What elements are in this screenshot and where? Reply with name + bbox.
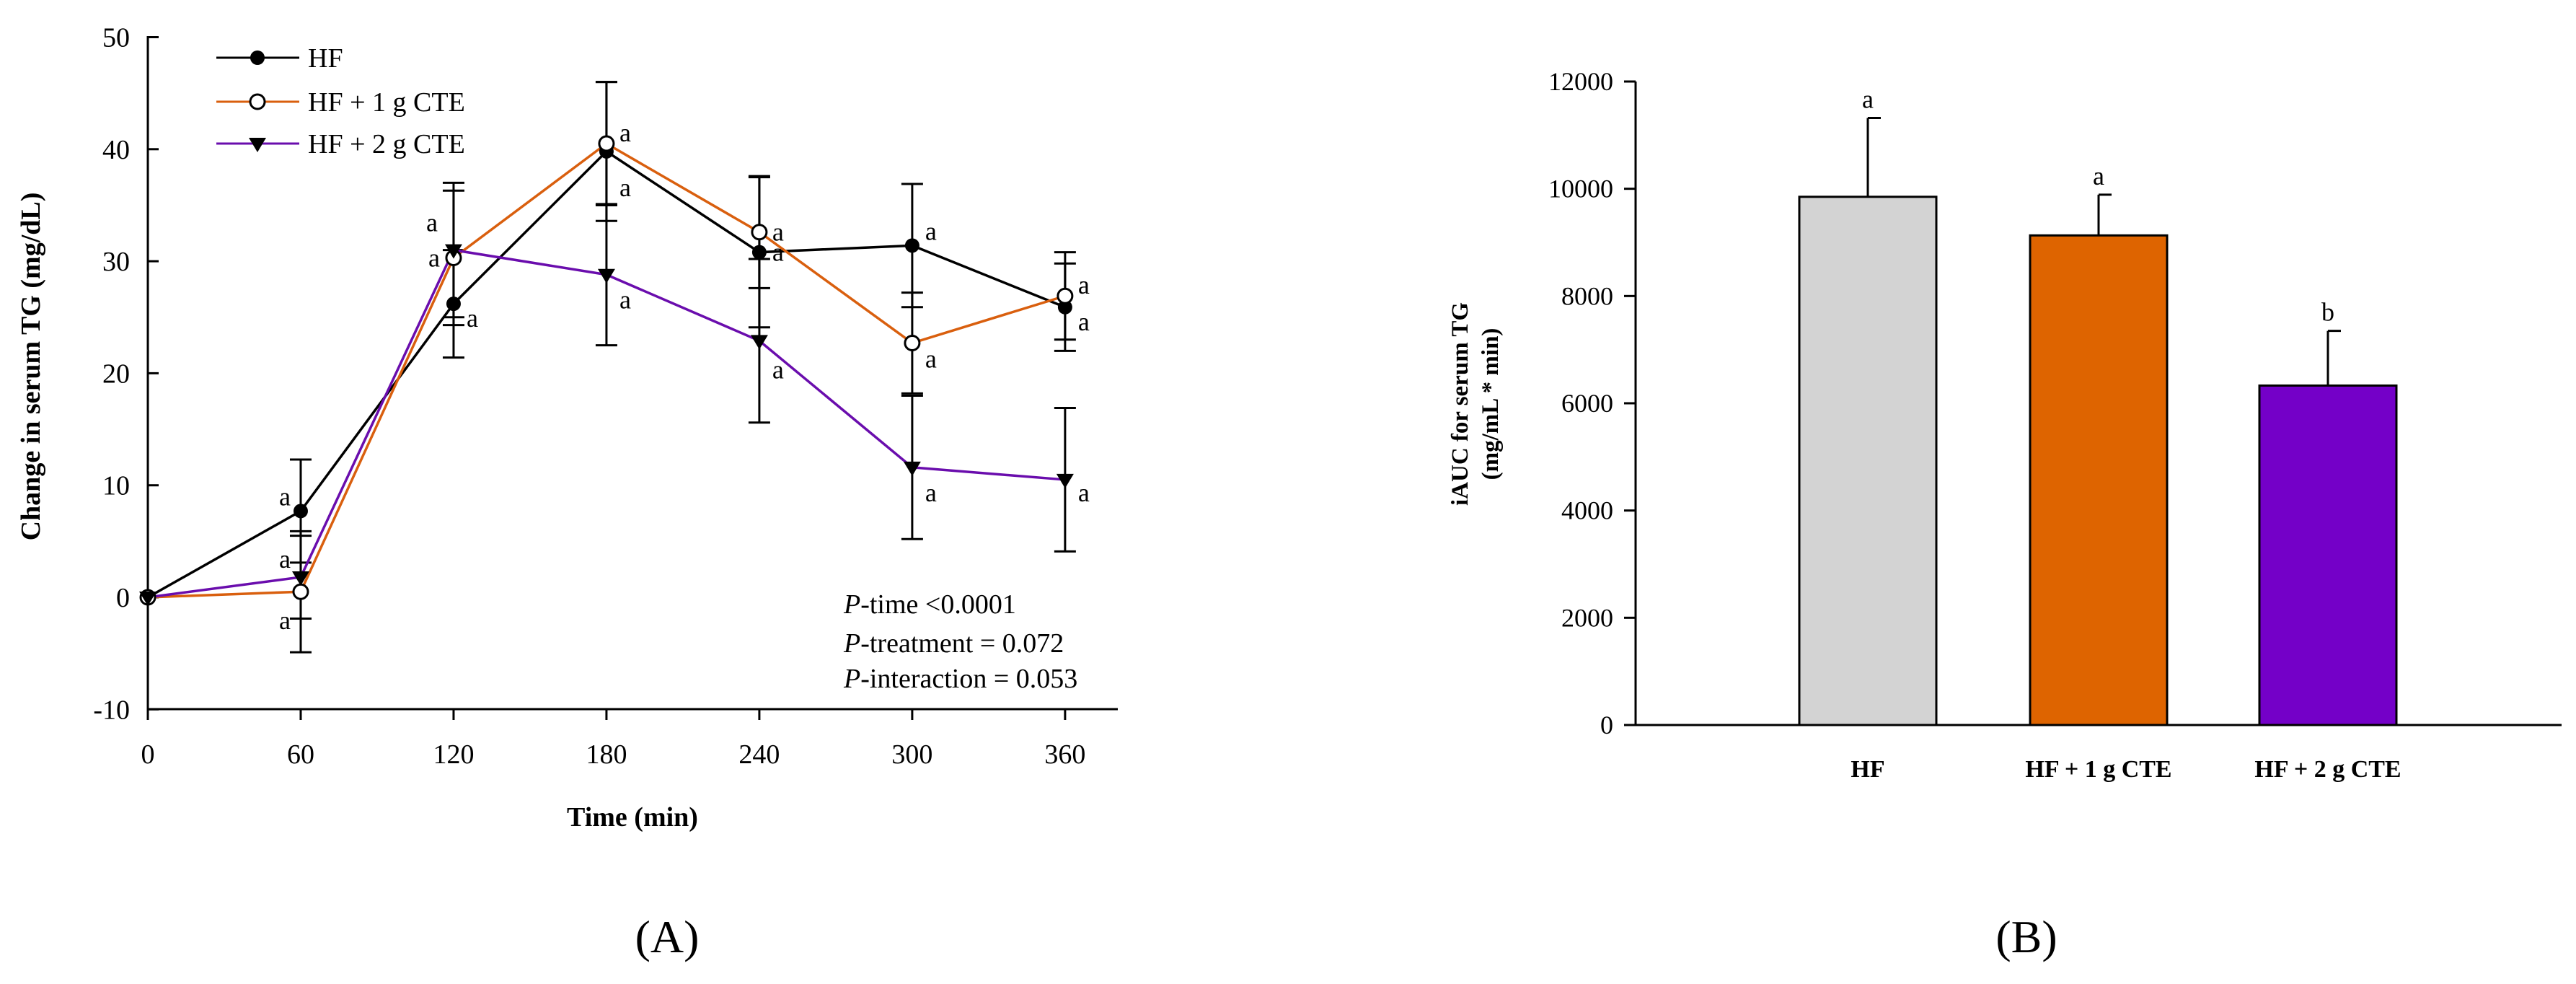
bar-group-hf-1g: a HF + 1 g CTE (2025, 162, 2171, 783)
sig-letter-hf: a (1078, 307, 1090, 336)
legend-item-hf: HF (216, 43, 343, 74)
b-y-tick-label: 4000 (1561, 496, 1613, 525)
a-x-axis: 0 60 120 180 240 300 360 (141, 709, 1085, 770)
sig-letter-hf-2g: a (1078, 478, 1090, 507)
bar-category-label-hf-2g: HF + 2 g CTE (2254, 756, 2401, 783)
a-x-tick-label: 360 (1044, 739, 1085, 770)
point-hf-1g (904, 334, 921, 351)
point-hf-2g (597, 268, 615, 284)
b-y-tick-label: 2000 (1561, 603, 1613, 632)
sig-letter-hf: a (925, 216, 937, 245)
point-hf (1057, 299, 1072, 315)
a-y-tick-label: 40 (102, 135, 130, 165)
bar-category-label-hf-1g: HF + 1 g CTE (2025, 756, 2171, 783)
a-y-tick-label: 20 (102, 359, 130, 389)
point-hf-2g (1056, 473, 1074, 488)
legend-label-hf: HF (308, 43, 343, 74)
bar-category-label-hf: HF (1851, 756, 1884, 783)
bar-hf (1798, 196, 1938, 726)
legend-marker-hf-1g (249, 93, 266, 110)
a-x-tick-label: 240 (738, 739, 780, 770)
a-y-tick-label: 30 (102, 247, 130, 277)
bar-group-hf: a HF (1798, 85, 1938, 783)
point-hf-1g (598, 135, 615, 152)
series-hf-2g (289, 181, 1076, 620)
bar-hf-1g (2029, 234, 2169, 726)
point-hf (293, 504, 308, 519)
b-y-tick-label: 10000 (1548, 175, 1613, 203)
legend-item-hf-1g: HF + 1 g CTE (216, 87, 465, 118)
a-x-axis-title: Time (min) (567, 802, 698, 833)
point-hf-1g (1057, 287, 1074, 304)
b-y-tick-label: 0 (1600, 711, 1613, 739)
sig-letter-hf-1g: a (428, 243, 440, 272)
a-y-tick-label: 50 (102, 23, 130, 53)
sig-letter-hf: a (467, 304, 478, 333)
point-hf (446, 296, 461, 312)
legend-marker-hf (250, 50, 265, 65)
a-y-tick-label: 0 (116, 583, 130, 613)
sig-letter-hf: a (772, 238, 784, 267)
sig-letter-hf-2g: a (279, 545, 291, 574)
a-x-tick-label: 300 (891, 739, 932, 770)
point-hf-1g (751, 224, 768, 241)
a-x-tick-label: 60 (287, 739, 314, 770)
b-y-axis: 0 2000 4000 6000 8000 10000 12000 (1548, 67, 1636, 739)
sig-letter-hf-2g: a (426, 208, 438, 237)
legend-label-hf-2g: HF + 2 g CTE (308, 129, 465, 159)
bar-sig-letter-hf-1g: a (2093, 162, 2104, 190)
sig-letter-hf-2g: a (772, 355, 784, 384)
point-hf-2g (139, 592, 156, 606)
a-y-tick-label: -10 (93, 695, 130, 725)
a-y-tick-label: 10 (102, 471, 130, 501)
legend-item-hf-2g: HF + 2 g CTE (216, 129, 465, 159)
p-treatment-text: P-treatment = 0.072 (843, 628, 1064, 659)
a-legend: HF HF + 1 g CTE HF + 2 g CTE (216, 43, 465, 159)
sig-letter-hf: a (619, 173, 631, 202)
sig-letter-hf-1g: a (619, 118, 631, 147)
bar-sig-letter-hf: a (1862, 85, 1874, 114)
point-hf-2g (903, 461, 921, 476)
sig-letter-hf-1g: a (1078, 271, 1090, 299)
a-y-axis-title: Change in serum TG (mg/dL) (16, 193, 46, 541)
p-time-text: P-time <0.0001 (843, 589, 1016, 620)
b-y-axis-title-line1: iAUC for serum TG (1447, 302, 1473, 506)
bar-hf-2g (2258, 384, 2398, 726)
legend-label-hf-1g: HF + 1 g CTE (308, 87, 465, 118)
a-x-tick-label: 0 (141, 739, 155, 770)
a-x-tick-label: 120 (433, 739, 474, 770)
sig-letter-hf-2g: a (619, 286, 631, 315)
p-interaction-text: P-interaction = 0.053 (843, 664, 1077, 694)
b-y-tick-label: 6000 (1561, 389, 1613, 418)
point-hf (751, 245, 767, 260)
point-hf-2g (750, 335, 768, 350)
a-x-tick-label: 180 (586, 739, 627, 770)
sig-letter-hf-2g: a (925, 478, 937, 507)
sig-letter-hf: a (279, 482, 291, 511)
panel-a-label: (A) (635, 911, 700, 962)
point-hf-2g (444, 244, 462, 259)
a-y-axis: -10 0 10 20 30 40 50 (93, 23, 159, 725)
sig-letter-hf-1g: a (279, 606, 291, 635)
bar-group-hf-2g: b HF + 2 g CTE (2254, 298, 2401, 783)
point-hf (904, 238, 919, 253)
sig-letter-hf-1g: a (925, 344, 937, 373)
point-hf-1g (292, 583, 309, 600)
b-y-tick-label: 12000 (1548, 67, 1613, 96)
b-y-axis-title-line2: (mg/mL * min) (1478, 328, 1504, 480)
bar-chart-panel-b: 0 2000 4000 6000 8000 10000 12000 a HF a HF + 1 g… (1447, 67, 2562, 962)
panel-b-label: (B) (1995, 911, 2057, 962)
bar-sig-letter-hf-2g: b (2321, 298, 2334, 327)
sig-letter-hf-1g: a (772, 218, 784, 247)
point-hf-2g (291, 571, 309, 587)
legend-marker-hf-2g (249, 138, 266, 152)
b-y-tick-label: 8000 (1561, 281, 1613, 310)
a-p-value-annotation: P-time <0.0001 P-treatment = 0.072 P-int… (843, 589, 1077, 694)
